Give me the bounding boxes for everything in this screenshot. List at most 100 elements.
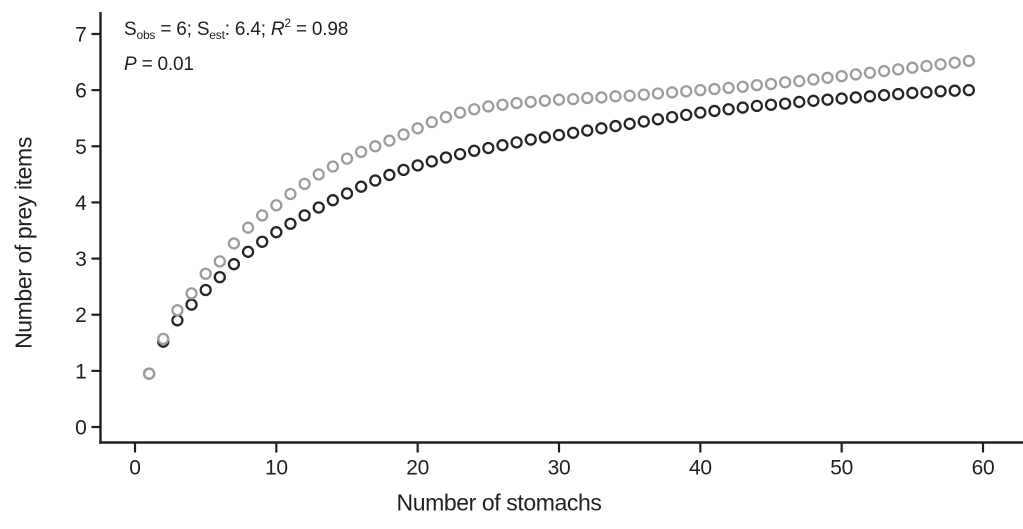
estimated-data-point: [199, 267, 212, 280]
estimated-data-point: [284, 187, 297, 201]
estimated-data-point: [425, 115, 438, 129]
estimated-data-point: [411, 122, 424, 135]
estimated-data-point: [680, 85, 693, 98]
observed-data-point: [397, 163, 410, 177]
observed-data-point: [227, 258, 241, 271]
ticks-layer: [91, 32, 985, 453]
observed-data-point: [468, 144, 481, 157]
estimated-data-point: [595, 91, 608, 104]
observed-data-point: [892, 87, 905, 101]
estimated-data-point: [496, 98, 509, 111]
y-axis-title: Number of prey items: [10, 137, 37, 349]
observed-data-point: [354, 180, 368, 193]
x-tick-label: 50: [830, 457, 853, 480]
estimated-data-point: [538, 94, 552, 107]
observed-data-point: [778, 97, 792, 110]
observed-data-point: [510, 136, 523, 149]
estimated-data-point: [750, 78, 764, 92]
estimated-data-point: [510, 96, 523, 110]
observed-data-point: [962, 83, 976, 97]
y-tick-label: 5: [75, 136, 86, 159]
observed-data-point: [764, 98, 778, 111]
estimated-data-point: [354, 145, 368, 159]
observed-data-point: [199, 283, 212, 297]
observed-data-point: [482, 141, 495, 155]
estimated-data-point: [934, 58, 947, 71]
estimated-data-point: [566, 92, 580, 106]
estimated-data-point: [383, 134, 396, 147]
observed-data-point: [566, 126, 580, 139]
estimated-data-point: [793, 75, 806, 88]
estimated-data-point: [962, 54, 976, 68]
estimated-data-point: [722, 81, 735, 95]
observed-data-point: [241, 245, 255, 258]
x-tick-label: 40: [689, 457, 712, 480]
observed-data-point: [185, 298, 198, 311]
observed-data-point: [849, 91, 862, 104]
estimated-data-point: [439, 110, 453, 124]
estimated-data-point: [213, 255, 226, 268]
estimated-data-point: [892, 63, 905, 76]
estimated-data-point: [482, 100, 495, 113]
r-superscript: 2: [284, 16, 291, 30]
observed-data-point: [793, 95, 806, 109]
stats-line-1: Sobs = 6; Sest: 6.4; R2 = 0.98: [124, 9, 348, 50]
tick-labels-layer: 0 1 2 3 4 5 6 7 0 10 20 30 40 50 60: [75, 24, 995, 480]
stats-line-2: P = 0.01: [124, 50, 348, 79]
observed-data-point: [651, 113, 665, 126]
y-tick-label: 6: [75, 80, 86, 103]
observed-data-point: [637, 115, 650, 128]
estimated-data-point: [835, 69, 848, 83]
estimated-data-point: [623, 89, 636, 102]
observed-data-point: [665, 110, 679, 124]
y-tick-label: 0: [75, 417, 86, 440]
observed-data-point: [298, 209, 311, 222]
observed-data-point: [496, 139, 509, 152]
observed-data-point: [736, 101, 749, 114]
observed-data-point: [256, 235, 269, 248]
observed-data-point: [722, 103, 735, 116]
estimated-data-point: [157, 332, 170, 346]
estimated-data-point: [694, 83, 707, 97]
estimated-data-point: [821, 71, 834, 84]
y-tick-label: 4: [75, 192, 87, 215]
p-label: P: [124, 54, 137, 75]
observed-data-point: [439, 151, 453, 164]
data-points-layer: [142, 54, 976, 380]
estimated-data-point: [256, 209, 269, 222]
estimated-data-point: [241, 221, 255, 234]
x-tick-label: 10: [265, 457, 288, 480]
observed-data-point: [906, 86, 919, 100]
observed-data-point: [524, 133, 537, 146]
observed-data-point: [623, 117, 636, 130]
observed-data-point: [425, 155, 438, 168]
s-obs-value: = 6;: [155, 19, 197, 40]
observed-data-point: [863, 90, 877, 103]
observed-data-point: [552, 128, 566, 142]
estimated-data-point: [326, 160, 340, 173]
y-tick-label: 3: [75, 248, 86, 271]
estimated-data-point: [298, 177, 311, 191]
s-est-subscript: est: [209, 28, 225, 42]
estimated-data-point: [948, 56, 961, 69]
observed-data-point: [538, 131, 552, 144]
r-value: = 0.98: [290, 19, 349, 40]
observed-data-point: [270, 226, 283, 239]
observed-data-point: [609, 119, 622, 133]
estimated-data-point: [397, 128, 410, 141]
observed-data-point: [948, 84, 961, 97]
estimated-data-point: [312, 168, 325, 181]
s-est-value: : 6.4;: [224, 19, 271, 40]
observed-data-point: [453, 147, 467, 161]
estimated-data-point: [637, 88, 650, 101]
estimated-data-point: [778, 76, 792, 89]
estimated-data-point: [270, 199, 283, 212]
estimated-data-point: [920, 59, 933, 73]
x-tick-label: 20: [406, 457, 429, 480]
observed-data-point: [807, 94, 820, 107]
estimated-data-point: [708, 82, 721, 96]
stats-annotation: Sobs = 6; Sest: 6.4; R2 = 0.98 P = 0.01: [124, 9, 348, 79]
estimated-data-point: [227, 237, 241, 250]
